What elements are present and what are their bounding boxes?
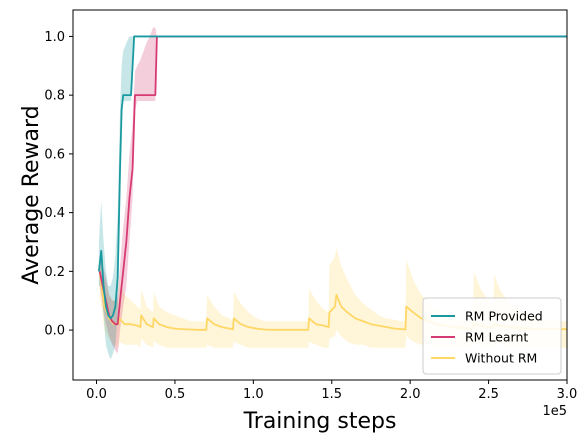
y-tick-label: 1.0: [44, 30, 65, 45]
plot-frame: [72, 9, 568, 381]
x-tick-label: 2.5: [478, 387, 499, 402]
legend-box: [422, 297, 562, 375]
x-tick-label: 1.5: [321, 387, 342, 402]
x-tick-label: 2.0: [400, 387, 421, 402]
x-tick-label: 0.0: [86, 387, 107, 402]
band-rm-learnt: [99, 27, 567, 354]
x-tick-label: 3.0: [557, 387, 578, 402]
y-axis-title: Average Reward: [19, 105, 44, 284]
x-axis-offset-label: 1e5: [542, 404, 567, 419]
x-tick-label: 0.5: [165, 387, 186, 402]
y-tick-label: 0.8: [44, 89, 65, 104]
y-tick-label: 0.2: [44, 265, 65, 280]
line-rm-provided: [97, 35, 567, 320]
legend: RM Provided RM Learnt Without RM: [422, 297, 562, 375]
x-axis-title: Training steps: [243, 409, 397, 434]
x-axis-ticks: 0.0 0.5 1.0 1.5 2.0 2.5 3.0: [86, 380, 577, 402]
legend-label: RM Provided: [465, 309, 543, 324]
legend-label: Without RM: [465, 351, 537, 366]
y-tick-label: 0.6: [44, 147, 65, 162]
y-axis-ticks: 0.0 0.2 0.4 0.6 0.8 1.0: [44, 30, 73, 339]
y-tick-label: 0.4: [44, 206, 65, 221]
legend-label: RM Learnt: [465, 330, 528, 345]
x-tick-label: 1.0: [243, 387, 264, 402]
y-tick-label: 0.0: [44, 324, 65, 339]
